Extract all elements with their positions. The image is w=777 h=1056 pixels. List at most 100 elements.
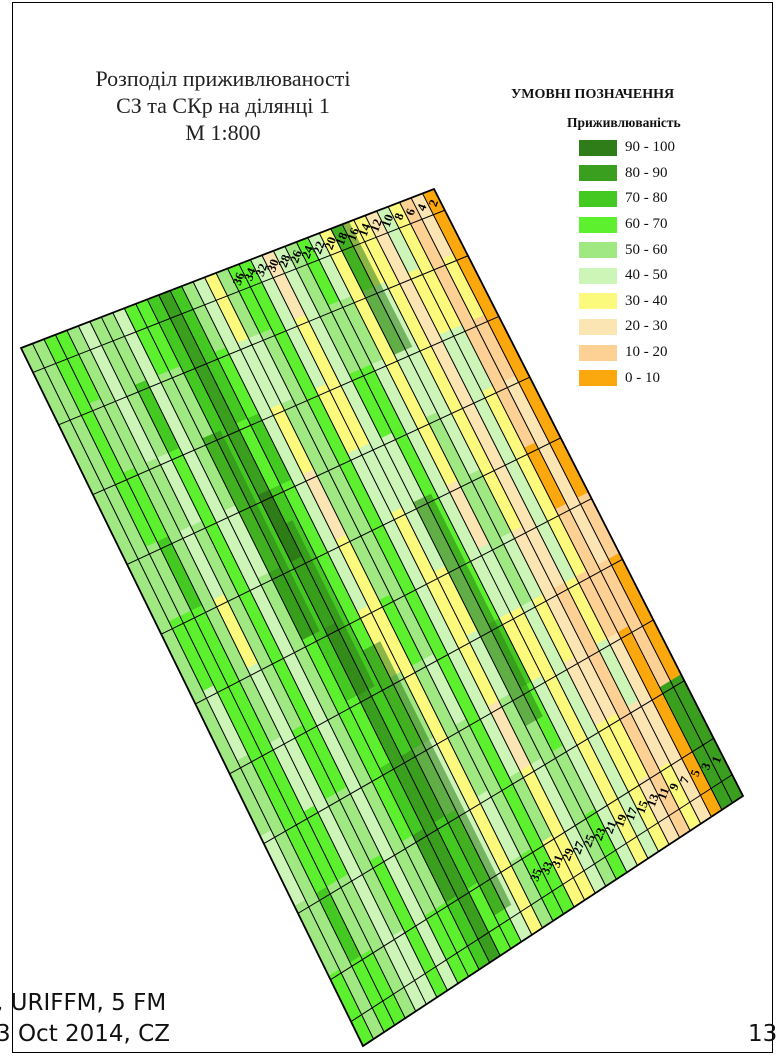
row-number: 29 — [559, 846, 576, 863]
row-line — [295, 241, 617, 880]
row-line — [307, 237, 628, 873]
legend-item: 0 - 10 — [579, 365, 771, 391]
row-line — [238, 263, 565, 915]
title-line-3: М 1:800 — [185, 120, 261, 145]
section-line — [32, 209, 445, 373]
legend-swatch — [579, 370, 617, 387]
row-number: 10 — [379, 213, 396, 230]
row-number: 12 — [367, 217, 384, 234]
row-line — [43, 338, 385, 1033]
title-line-1: Розподіл приживлюваності — [95, 66, 351, 91]
row-number: 32 — [253, 262, 270, 279]
legend-label: 10 - 20 — [625, 344, 668, 361]
legend-item: 20 - 30 — [579, 314, 771, 340]
row-line — [215, 272, 543, 929]
legend-item: 80 - 90 — [579, 161, 771, 187]
legend-swatch — [579, 139, 617, 156]
map-frame: 2 4 6 8 10 12 14 16 18 20 22 24 26 28 30 32 34 36 1 3 5 7 9 11 1… — [12, 2, 773, 1053]
row-line — [227, 268, 554, 922]
row-number: 2 — [426, 198, 441, 209]
map-title: Розподіл приживлюваності СЗ та СКр на ді… — [43, 65, 403, 146]
row-number: 33 — [538, 860, 555, 877]
row-number: 31 — [549, 853, 566, 870]
legend-label: 80 - 90 — [625, 164, 668, 181]
legend-swatch — [579, 267, 617, 284]
row-number: 30 — [264, 257, 281, 274]
legend-swatch — [579, 293, 617, 310]
row-line — [353, 219, 670, 845]
legend-item: 90 - 100 — [579, 135, 771, 161]
legend-label: 0 - 10 — [625, 369, 660, 386]
section-line — [263, 619, 654, 845]
row-number: 13 — [644, 792, 661, 809]
row-line — [123, 308, 459, 984]
legend-subheading: Приживлюваність — [567, 115, 681, 130]
row-number: 26 — [287, 248, 304, 265]
section-line — [350, 774, 733, 1022]
row-number: 5 — [688, 768, 703, 779]
legend-item: 30 - 40 — [579, 289, 771, 315]
row-line — [146, 299, 480, 970]
row-number: 3 — [698, 761, 713, 772]
row-number: 15 — [634, 799, 651, 816]
row-line — [89, 321, 427, 1005]
row-number: 19 — [612, 812, 629, 829]
row-line — [158, 294, 491, 963]
row-line — [261, 255, 586, 901]
row-line — [54, 334, 396, 1026]
row-number: 7 — [677, 775, 692, 786]
footer-line-1: , URIFFM, 5 FM — [0, 990, 167, 1016]
row-number: 23 — [591, 826, 608, 843]
row-line — [272, 250, 596, 894]
high-survival-band — [330, 221, 413, 355]
legend-item: 70 - 80 — [579, 186, 771, 212]
row-number: 11 — [655, 785, 672, 801]
row-number: 4 — [414, 201, 430, 212]
legend-item: 60 - 70 — [579, 212, 771, 238]
row-line — [341, 224, 660, 852]
row-line — [66, 330, 406, 1019]
legend-items: 90 - 100 80 - 90 70 - 80 60 - 70 50 - 60 40 -… — [579, 135, 771, 391]
row-number: 21 — [602, 819, 619, 836]
legend-item: 40 - 50 — [579, 263, 771, 289]
page-number-fragment: 13 — [748, 1021, 777, 1047]
row-line — [100, 316, 438, 998]
row-number: 25 — [580, 833, 597, 850]
row-line — [169, 290, 501, 956]
section-line — [126, 376, 531, 565]
row-number: 20 — [322, 235, 339, 252]
legend-swatch — [579, 190, 617, 207]
row-line — [318, 232, 638, 866]
legend-label: 20 - 30 — [625, 318, 668, 335]
row-number: 18 — [333, 230, 350, 247]
row-number: 6 — [403, 207, 418, 218]
row-number: 35 — [527, 867, 544, 884]
row-line — [249, 259, 575, 908]
row-number: 16 — [345, 226, 362, 243]
legend-label: 60 - 70 — [625, 216, 668, 233]
row-number: 1 — [709, 754, 724, 765]
row-line — [387, 206, 702, 825]
row-line — [330, 228, 649, 859]
row-number: 36 — [230, 271, 247, 288]
legend-label: 70 - 80 — [625, 190, 668, 207]
section-line — [229, 558, 623, 775]
footer-line-2: 3 Oct 2014, CZ — [0, 1021, 170, 1047]
row-number: 28 — [276, 253, 293, 270]
legend-swatch — [579, 242, 617, 259]
row-number: 9 — [666, 781, 681, 792]
row-line — [204, 277, 533, 936]
section-line — [160, 437, 561, 635]
row-line — [181, 285, 512, 950]
row-line — [410, 197, 723, 811]
row-number: 14 — [356, 221, 374, 238]
row-line — [192, 281, 522, 943]
row-number: 17 — [623, 806, 640, 823]
row-line — [77, 325, 417, 1012]
legend-label: 40 - 50 — [625, 267, 668, 284]
legend-item: 50 - 60 — [579, 237, 771, 263]
row-line — [422, 193, 733, 804]
section-line — [58, 255, 469, 426]
row-number: 34 — [241, 265, 259, 282]
legend: УМОВНІ ПОЗНАЧЕННЯ Приживлюваність 90 - 1… — [511, 87, 771, 391]
